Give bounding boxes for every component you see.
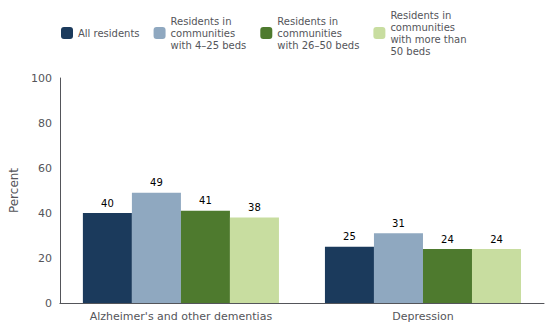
- svg-text:41: 41: [199, 195, 212, 206]
- svg-text:31: 31: [392, 218, 405, 229]
- svg-text:communities: communities: [390, 22, 455, 33]
- svg-text:Residents in: Residents in: [390, 10, 451, 21]
- svg-text:Residents in: Residents in: [277, 16, 338, 27]
- svg-text:24: 24: [490, 234, 503, 245]
- svg-text:Residents in: Residents in: [171, 16, 232, 27]
- svg-text:49: 49: [150, 177, 163, 188]
- svg-text:communities: communities: [277, 28, 342, 39]
- svg-text:40: 40: [101, 198, 114, 209]
- svg-text:with more than: with more than: [390, 34, 466, 45]
- svg-text:with 4–25 beds: with 4–25 beds: [171, 40, 247, 51]
- svg-text:All residents: All residents: [78, 28, 140, 39]
- svg-text:38: 38: [248, 202, 261, 213]
- svg-text:Percent: Percent: [7, 168, 21, 213]
- svg-text:20: 20: [38, 252, 52, 265]
- svg-text:60: 60: [38, 162, 52, 175]
- svg-text:80: 80: [38, 117, 52, 130]
- svg-text:Alzheimer's and other dementia: Alzheimer's and other dementias: [90, 310, 273, 323]
- svg-text:0: 0: [45, 297, 52, 310]
- svg-text:24: 24: [441, 234, 454, 245]
- svg-text:100: 100: [31, 72, 52, 85]
- svg-text:50 beds: 50 beds: [390, 46, 430, 57]
- svg-text:Depression: Depression: [392, 310, 454, 323]
- svg-text:40: 40: [38, 207, 52, 220]
- svg-text:communities: communities: [171, 28, 236, 39]
- svg-text:with 26–50 beds: with 26–50 beds: [277, 40, 359, 51]
- svg-text:25: 25: [343, 231, 356, 242]
